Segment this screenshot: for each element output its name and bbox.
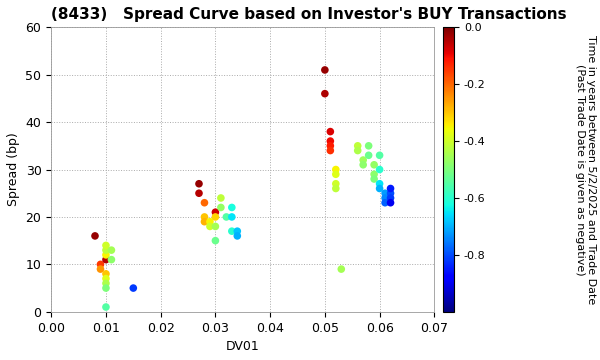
Point — [101, 271, 111, 277]
Point — [211, 209, 220, 215]
Point — [320, 67, 329, 73]
Point — [331, 167, 341, 172]
Text: (8433)   Spread Curve based on Investor's BUY Transactions: (8433) Spread Curve based on Investor's … — [51, 7, 567, 22]
Point — [95, 261, 105, 267]
Point — [386, 190, 395, 196]
Point — [205, 224, 215, 229]
Point — [221, 214, 231, 220]
Point — [358, 162, 368, 168]
Point — [370, 162, 379, 168]
Point — [331, 186, 341, 192]
Point — [107, 247, 116, 253]
Point — [320, 91, 329, 96]
Point — [370, 171, 379, 177]
Point — [375, 186, 385, 192]
Point — [227, 214, 236, 220]
Point — [326, 143, 335, 149]
Point — [326, 138, 335, 144]
Point — [200, 219, 209, 225]
Point — [200, 200, 209, 206]
Point — [364, 152, 373, 158]
Point — [90, 233, 100, 239]
Point — [326, 148, 335, 153]
Point — [107, 257, 116, 262]
Point — [101, 276, 111, 282]
Point — [353, 143, 362, 149]
Point — [101, 252, 111, 258]
Point — [358, 157, 368, 163]
Point — [375, 167, 385, 172]
Point — [386, 186, 395, 192]
Point — [331, 181, 341, 186]
Point — [233, 233, 242, 239]
Point — [386, 200, 395, 206]
Point — [364, 143, 373, 149]
Point — [380, 195, 390, 201]
Point — [326, 129, 335, 135]
Point — [227, 204, 236, 210]
Point — [211, 238, 220, 243]
Point — [128, 285, 138, 291]
Point — [375, 152, 385, 158]
Point — [380, 190, 390, 196]
Point — [386, 195, 395, 201]
Point — [216, 204, 226, 210]
X-axis label: DV01: DV01 — [226, 340, 260, 353]
Point — [211, 224, 220, 229]
Point — [101, 285, 111, 291]
Point — [101, 280, 111, 286]
Point — [194, 190, 204, 196]
Point — [331, 171, 341, 177]
Point — [101, 304, 111, 310]
Y-axis label: Time in years between 5/2/2025 and Trade Date
(Past Trade Date is given as negat: Time in years between 5/2/2025 and Trade… — [575, 35, 596, 304]
Point — [337, 266, 346, 272]
Point — [101, 243, 111, 248]
Y-axis label: Spread (bp): Spread (bp) — [7, 132, 20, 206]
Point — [194, 181, 204, 186]
Point — [370, 176, 379, 182]
Point — [101, 247, 111, 253]
Point — [380, 200, 390, 206]
Point — [375, 181, 385, 186]
Point — [353, 148, 362, 153]
Point — [233, 228, 242, 234]
Point — [227, 228, 236, 234]
Point — [205, 219, 215, 225]
Point — [200, 214, 209, 220]
Point — [101, 257, 111, 262]
Point — [216, 195, 226, 201]
Point — [95, 266, 105, 272]
Point — [211, 214, 220, 220]
